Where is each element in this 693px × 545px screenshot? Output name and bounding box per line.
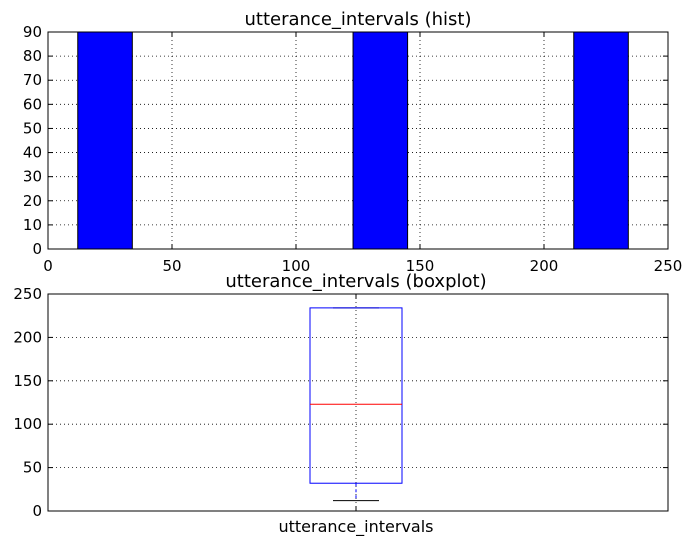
- boxplot-y-tick-label: 150: [13, 372, 42, 390]
- boxplot-y-tick-label: 250: [13, 285, 42, 303]
- histogram-y-tick-label: 60: [23, 95, 42, 113]
- histogram-y-tick-label: 50: [23, 119, 42, 137]
- histogram-y-tick-label: 10: [23, 216, 42, 234]
- histogram-x-tick-label: 100: [282, 257, 311, 275]
- histogram-title: utterance_intervals (hist): [244, 9, 471, 30]
- boxplot-box: [309, 307, 403, 484]
- boxplot-axes-frame: [47, 293, 669, 512]
- histogram-y-tick-label: 70: [23, 71, 42, 89]
- histogram-x-tick-label: 50: [162, 257, 181, 275]
- histogram-x-tick-label: 200: [530, 257, 559, 275]
- boxplot-y-tick-label: 100: [13, 415, 42, 433]
- histogram-y-tick-label: 90: [23, 23, 42, 41]
- histogram-axes-frame: [47, 31, 669, 250]
- histogram-x-tick-label: 250: [654, 257, 683, 275]
- boxplot-y-tick-label: 0: [32, 502, 42, 520]
- histogram-bar: [77, 31, 133, 250]
- histogram-x-ticks: 0 50 100 150 200 250: [43, 32, 682, 275]
- histogram-panel: utterance_intervals (hist) 0 50 100 150 200 2…: [23, 9, 682, 275]
- histogram-y-tick-label: 30: [23, 168, 42, 186]
- histogram-bar: [352, 31, 409, 250]
- histogram-y-ticks: 0 10 20 30 40 50 60 70 80 90: [23, 23, 668, 258]
- histogram-y-tick-label: 80: [23, 47, 42, 65]
- histogram-bar: [573, 31, 629, 250]
- boxplot-title: utterance_intervals (boxplot): [225, 271, 486, 292]
- histogram-y-tick-label: 0: [32, 240, 42, 258]
- histogram-y-tick-label: 20: [23, 192, 42, 210]
- histogram-x-tick-label: 150: [406, 257, 435, 275]
- boxplot-y-tick-label: 200: [13, 328, 42, 346]
- boxplot-x-ticks: utterance_intervals: [278, 294, 434, 537]
- boxplot-category-label: utterance_intervals: [278, 517, 433, 537]
- boxplot-body: [309, 307, 403, 502]
- histogram-y-tick-label: 40: [23, 144, 42, 162]
- boxplot-y-ticks: 0 50 100 150 200 250: [13, 285, 668, 520]
- histogram-bars: [77, 31, 629, 250]
- histogram-x-tick-label: 0: [43, 257, 53, 275]
- boxplot-y-tick-label: 50: [23, 459, 42, 477]
- boxplot-panel: utterance_intervals (boxplot) 0 50 100 150 2…: [13, 271, 669, 537]
